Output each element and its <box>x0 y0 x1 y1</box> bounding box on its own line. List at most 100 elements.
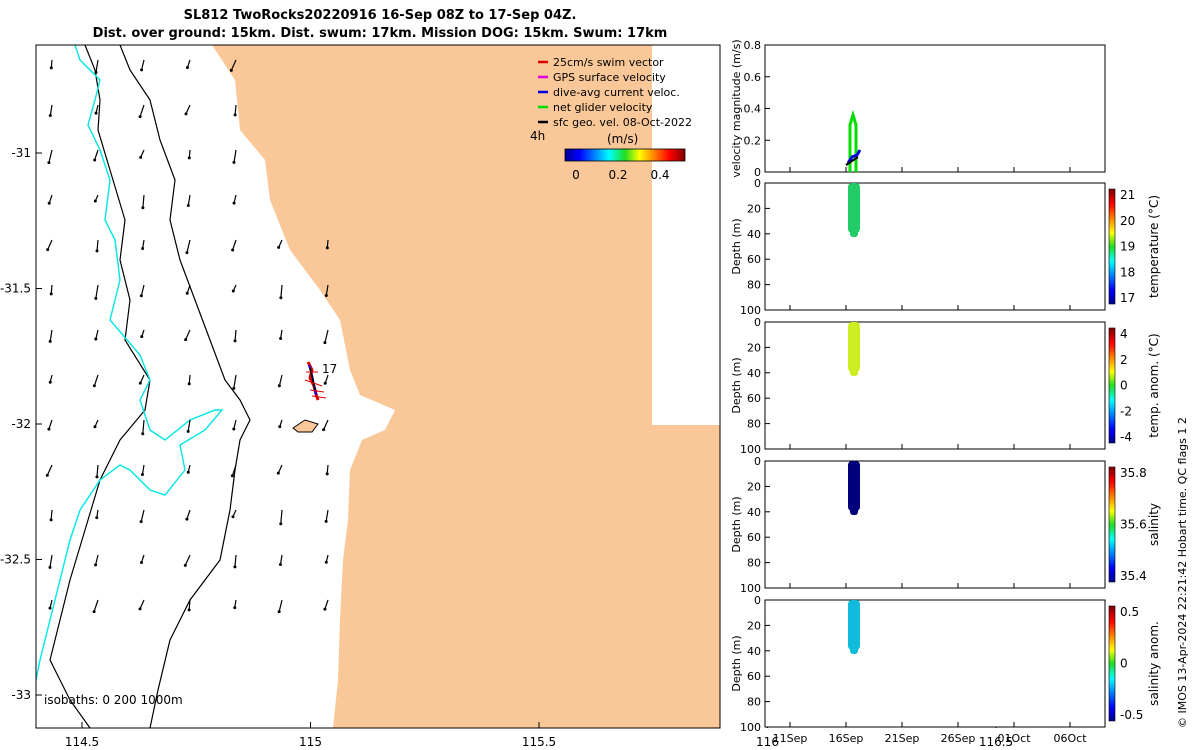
velocity-arrow-head <box>45 473 49 477</box>
time-tick-label: 21Sep <box>885 732 920 745</box>
colorbar-tick-label: 18 <box>1120 265 1135 279</box>
velocity-arrow <box>46 464 53 476</box>
velocity-arrow-head <box>48 606 52 610</box>
colorbar-label: temperature (°C) <box>1147 195 1161 298</box>
velocity-arrow-head <box>278 563 282 567</box>
velocity-arrow <box>95 554 99 566</box>
colorbar-tick-label: -2 <box>1120 404 1132 418</box>
velocity-arrow-head <box>277 245 281 249</box>
velocity-arrow-head <box>323 607 327 611</box>
panel-y-tick-label: 80 <box>747 557 761 570</box>
velocity-arrow <box>185 104 191 115</box>
colorbar-tick-label: 35.6 <box>1120 518 1147 532</box>
velocity-arrow <box>139 104 145 117</box>
panel-y-tick-label: 40 <box>747 506 761 519</box>
velocity-arrow-head <box>232 386 236 390</box>
track-label: 17 <box>322 362 337 376</box>
velocity-arrow <box>95 284 99 299</box>
velocity-arrow-head <box>186 470 190 474</box>
velocity-arrow-head <box>232 201 236 205</box>
velocity-arrow <box>230 59 237 71</box>
panel-y-tick-label: 20 <box>747 202 761 215</box>
velocity-arrow-head <box>233 339 237 343</box>
velocity-arrow <box>325 284 329 296</box>
panel-y-tick-label: 40 <box>747 645 761 658</box>
panel-y-tick-label: 100 <box>740 582 761 595</box>
panel-y-tick-label: 0 <box>754 455 761 468</box>
legend-item-label: 25cm/s swim vector <box>553 56 664 69</box>
velocity-arrow <box>186 239 191 253</box>
velocity-arrow-head <box>93 425 97 429</box>
velocity-arrow-head <box>140 335 144 339</box>
panel-y-label: Depth (m) <box>730 635 743 691</box>
velocity-arrow-head <box>94 563 98 567</box>
velocity-arrow-head <box>49 518 53 522</box>
velocity-arrow-head <box>49 292 53 296</box>
velocity-arrow <box>280 284 283 298</box>
velocity-arrow <box>231 464 237 476</box>
velocity-arrow-head <box>231 515 235 519</box>
velocity-arrow-head <box>183 563 187 567</box>
velocity-arrow-head <box>93 158 97 162</box>
velocity-arrow <box>48 149 53 163</box>
panel-salinity: 0 20 40 60 80 100 Depth (m) 35.8 35.6 35.4 salinit… <box>730 455 1161 595</box>
time-axis: 11Sep 16Sep 21Sep 26Sep 01Oct 06Oct <box>773 732 1088 745</box>
map-x-tick-label: 115 <box>299 735 322 749</box>
panel-y-tick-label: 0.6 <box>744 71 762 84</box>
velocity-arrow <box>186 509 191 520</box>
panel-y-tick-label: 60 <box>747 531 761 544</box>
velocity-arrow <box>96 464 99 477</box>
velocity-arrow-head <box>48 380 52 384</box>
velocity-arrow-head <box>48 113 52 117</box>
panel-y-tick-label: 0 <box>754 166 761 179</box>
velocity-arrow-head <box>324 519 328 523</box>
velocity-arrow <box>188 599 191 610</box>
velocity-arrow-head <box>322 428 326 432</box>
velocity-arrow-head <box>187 382 191 386</box>
legend-item-label: dive-avg current veloc. <box>553 86 680 99</box>
velocity-arrow-head <box>279 337 283 341</box>
time-tick-label: 01Oct <box>997 732 1031 745</box>
velocity-arrow <box>279 554 283 565</box>
velocity-arrow-head <box>186 429 190 433</box>
velocity-arrow-head <box>139 294 143 298</box>
velocity-arrow-head <box>94 70 98 74</box>
geostrophic-velocity-vectors <box>45 59 329 614</box>
velocity-arrow-head <box>232 427 236 431</box>
velocity-arrow-head <box>141 247 145 251</box>
velocity-arrow-head <box>47 161 51 165</box>
map-y-tick-label: -32.5 <box>0 553 31 567</box>
velocity-arrow <box>325 509 329 522</box>
velocity-arrow <box>280 509 283 524</box>
panel-y-tick-label: 80 <box>747 279 761 292</box>
velocity-arrow-head <box>233 113 237 117</box>
velocity-arrow-head <box>229 68 233 72</box>
panel-y-tick-label: 0 <box>754 316 761 329</box>
velocity-arrow-head <box>46 248 50 252</box>
velocity-arrow <box>49 329 53 342</box>
velocity-arrow-head <box>187 608 191 612</box>
velocity-arrow-head <box>94 337 98 341</box>
colorbar-label: salinity <box>1147 503 1161 546</box>
footer-credit: © IMOS 13-Apr-2024 22:21:42 Hobart time.… <box>1176 417 1189 728</box>
velocity-arrow <box>324 599 329 610</box>
legend-item-label: GPS surface velocity <box>553 71 666 84</box>
time-tick-label: 11Sep <box>773 732 808 745</box>
map-x-tick-label: 114.5 <box>65 735 99 749</box>
velocity-arrow-head <box>138 381 142 385</box>
panel-y-tick-label: 0.2 <box>744 134 762 147</box>
island <box>292 419 319 433</box>
isobath-200m <box>119 45 251 728</box>
panel-y-tick-label: 80 <box>747 418 761 431</box>
velocity-arrow-head <box>325 246 329 250</box>
velocity-arrow-head <box>324 293 328 297</box>
colorbar-tick-label: 0 <box>1120 657 1128 671</box>
panel-y-label: velocity magnitude (m/s) <box>730 39 743 177</box>
time-tick-label: 26Sep <box>941 732 976 745</box>
velocity-arrow-head <box>47 427 51 431</box>
speed-colorbar-ticks: 0 0.2 0.4 <box>572 168 669 182</box>
velocity-arrow <box>185 329 191 340</box>
time-tick-label: 16Sep <box>829 732 864 745</box>
